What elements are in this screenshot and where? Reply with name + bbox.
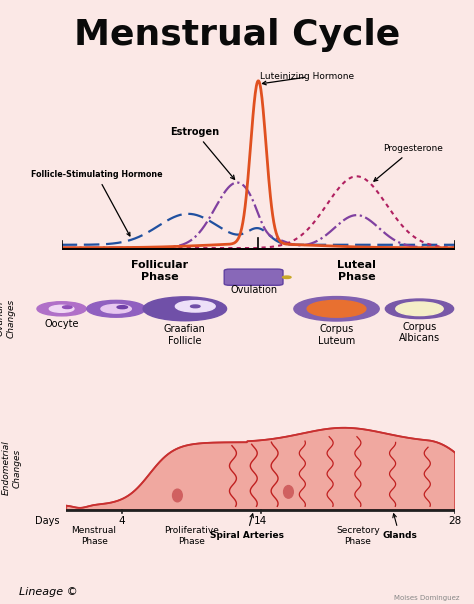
- Text: Secretory
Phase: Secretory Phase: [336, 526, 380, 545]
- Polygon shape: [66, 428, 455, 510]
- Text: Progesterone: Progesterone: [374, 144, 443, 181]
- Circle shape: [87, 300, 146, 317]
- Text: Luteal
Phase: Luteal Phase: [337, 260, 376, 282]
- Text: Endometrial
Changes: Endometrial Changes: [2, 441, 21, 495]
- Circle shape: [101, 304, 131, 313]
- Text: Oocyte: Oocyte: [45, 319, 79, 329]
- Text: Corpus
Albicans: Corpus Albicans: [399, 322, 440, 343]
- FancyBboxPatch shape: [224, 269, 283, 285]
- Text: Moises Dominguez: Moises Dominguez: [394, 595, 460, 601]
- Text: 4: 4: [118, 516, 125, 526]
- Circle shape: [173, 489, 182, 502]
- Text: Lineage ©: Lineage ©: [19, 586, 78, 597]
- Text: Corpus
Luteum: Corpus Luteum: [318, 324, 355, 345]
- Circle shape: [191, 305, 200, 307]
- Circle shape: [143, 297, 227, 321]
- Circle shape: [385, 299, 454, 318]
- Circle shape: [396, 302, 443, 316]
- Circle shape: [175, 301, 215, 312]
- Text: Ovulation: Ovulation: [230, 285, 277, 295]
- Text: Menstrual Cycle: Menstrual Cycle: [74, 18, 400, 52]
- Circle shape: [283, 276, 291, 278]
- Text: Estrogen: Estrogen: [171, 127, 235, 179]
- Text: Spiral Arteries: Spiral Arteries: [210, 514, 284, 540]
- Text: Menstrual
Phase: Menstrual Phase: [72, 526, 117, 545]
- Circle shape: [63, 306, 72, 309]
- Circle shape: [283, 486, 293, 498]
- Circle shape: [294, 297, 379, 321]
- Text: Follicle-Stimulating Hormone: Follicle-Stimulating Hormone: [31, 170, 163, 236]
- Text: Proliferative
Phase: Proliferative Phase: [164, 526, 219, 545]
- Circle shape: [117, 306, 128, 309]
- Text: Days: Days: [35, 516, 59, 526]
- Circle shape: [37, 302, 86, 316]
- Text: 14: 14: [254, 516, 267, 526]
- Text: Graafian
Follicle: Graafian Follicle: [164, 324, 206, 345]
- Text: Glands: Glands: [382, 514, 417, 540]
- Text: Ovarian
Changes: Ovarian Changes: [0, 299, 15, 338]
- Circle shape: [49, 305, 74, 312]
- Circle shape: [307, 300, 366, 317]
- Text: 28: 28: [448, 516, 462, 526]
- Text: Follicular
Phase: Follicular Phase: [131, 260, 189, 282]
- Text: Luteinizing Hormone: Luteinizing Hormone: [260, 72, 355, 85]
